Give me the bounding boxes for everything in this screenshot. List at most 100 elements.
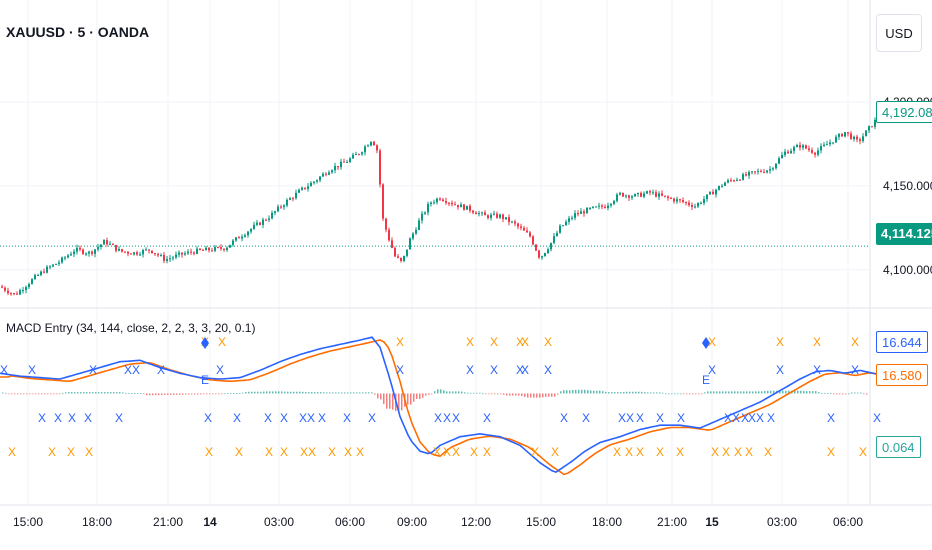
marker-x-orange-bottom-11: X <box>344 445 352 459</box>
currency-button[interactable]: USD <box>876 14 922 52</box>
candle-body-167 <box>502 214 504 220</box>
histogram-bar-242 <box>728 391 730 394</box>
candle-body-35 <box>106 240 108 245</box>
histogram-bar-210 <box>632 391 634 394</box>
candle-body-196 <box>589 207 591 209</box>
candle-body-138 <box>415 229 417 234</box>
candle-body-43 <box>130 253 132 255</box>
candle-body-197 <box>592 206 594 208</box>
histogram-bar-60 <box>182 393 184 395</box>
candle-body-22 <box>67 255 69 258</box>
candle-body-180 <box>541 256 543 258</box>
histogram-bar-53 <box>161 393 163 396</box>
marker-x-blue-upper-2: X <box>89 363 97 377</box>
marker-x-blue-lower-11: X <box>318 411 326 425</box>
histogram-bar-173 <box>521 393 523 396</box>
histogram-bar-110 <box>332 392 334 394</box>
histogram-bar-24 <box>74 392 76 394</box>
histogram-bar-54 <box>164 393 166 395</box>
histogram-bar-64 <box>194 393 196 395</box>
histogram-bar-58 <box>176 393 178 395</box>
marker-e-0: E <box>201 373 209 387</box>
histogram-bar-187 <box>563 390 565 394</box>
candle-body-118 <box>355 154 357 156</box>
histogram-bar-176 <box>530 393 532 398</box>
histogram-bar-45 <box>137 393 139 394</box>
time-tick-1: 18:00 <box>82 515 112 529</box>
marker-x-blue-lower-8: X <box>280 411 288 425</box>
histogram-bar-61 <box>185 393 187 395</box>
candle-body-182 <box>547 249 549 253</box>
histogram-bar-151 <box>455 391 457 394</box>
histogram-bar-39 <box>119 392 121 394</box>
marker-x-blue-lower-24: X <box>677 411 685 425</box>
histogram-bar-121 <box>365 392 367 394</box>
histogram-bar-141 <box>425 393 427 396</box>
histogram-bar-5 <box>17 393 19 395</box>
candle-body-277 <box>832 142 834 144</box>
histogram-bar-48 <box>146 393 148 396</box>
candle-body-57 <box>172 257 174 259</box>
histogram-bar-11 <box>35 393 37 395</box>
candle-body-225 <box>676 199 678 202</box>
histogram-bar-126 <box>380 393 382 400</box>
candle-body-273 <box>820 146 822 151</box>
histogram-bar-81 <box>245 391 247 394</box>
histogram-bar-234 <box>704 392 706 394</box>
histogram-bar-10 <box>32 393 34 395</box>
candle-body-88 <box>265 219 267 221</box>
histogram-bar-38 <box>116 392 118 394</box>
histogram-bar-182 <box>548 393 550 397</box>
histogram-bar-7 <box>23 393 25 395</box>
marker-x-orange-bottom-20: X <box>613 445 621 459</box>
candle-body-271 <box>814 152 816 155</box>
histogram-bar-159 <box>479 392 481 394</box>
candle-body-87 <box>262 219 264 225</box>
histogram-bar-200 <box>602 391 604 394</box>
indicator-title[interactable]: MACD Entry (34, 144, close, 2, 2, 3, 3, … <box>6 321 256 335</box>
histogram-bar-93 <box>281 391 283 394</box>
histogram-bar-68 <box>206 393 208 395</box>
marker-x-orange-bottom-31: X <box>859 445 867 459</box>
histogram-bar-269 <box>809 391 811 394</box>
candle-body-153 <box>460 204 462 208</box>
candle-body-152 <box>457 204 459 208</box>
histogram-bar-157 <box>473 392 475 394</box>
marker-x-orange-bottom-28: X <box>745 445 753 459</box>
candle-body-74 <box>223 248 225 251</box>
histogram-bar-288 <box>866 393 868 395</box>
candle-body-136 <box>409 238 411 250</box>
histogram-bar-106 <box>320 392 322 394</box>
candle-body-270 <box>811 149 813 153</box>
candle-body-7 <box>22 290 24 292</box>
histogram-bar-216 <box>650 392 652 394</box>
histogram-bar-225 <box>677 393 679 395</box>
histogram-bar-22 <box>68 392 70 394</box>
candle-body-194 <box>583 211 585 214</box>
histogram-bar-198 <box>596 390 598 394</box>
marker-x-blue-lower-21: X <box>626 411 634 425</box>
histogram-bar-264 <box>794 390 796 394</box>
candle-body-262 <box>787 151 789 154</box>
histogram-bar-26 <box>80 392 82 394</box>
candle-body-224 <box>673 198 675 202</box>
marker-x-orange-top-3: X <box>466 335 474 349</box>
marker-x-blue-upper-11: X <box>521 363 529 377</box>
histogram-bar-188 <box>566 390 568 394</box>
candle-body-5 <box>16 293 18 295</box>
histogram-bar-80 <box>242 392 244 394</box>
histogram-bar-111 <box>335 392 337 394</box>
candle-body-193 <box>580 211 582 214</box>
candle-body-159 <box>478 213 480 215</box>
marker-x-blue-lower-29: X <box>756 411 764 425</box>
candle-body-105 <box>316 180 318 182</box>
histogram-bar-105 <box>317 392 319 394</box>
candle-body-181 <box>544 252 546 257</box>
histogram-bar-239 <box>719 391 721 394</box>
candle-body-174 <box>523 227 525 231</box>
histogram-bar-243 <box>731 391 733 394</box>
marker-x-blue-lower-3: X <box>84 411 92 425</box>
candle-body-54 <box>163 254 165 261</box>
candle-body-191 <box>574 213 576 218</box>
